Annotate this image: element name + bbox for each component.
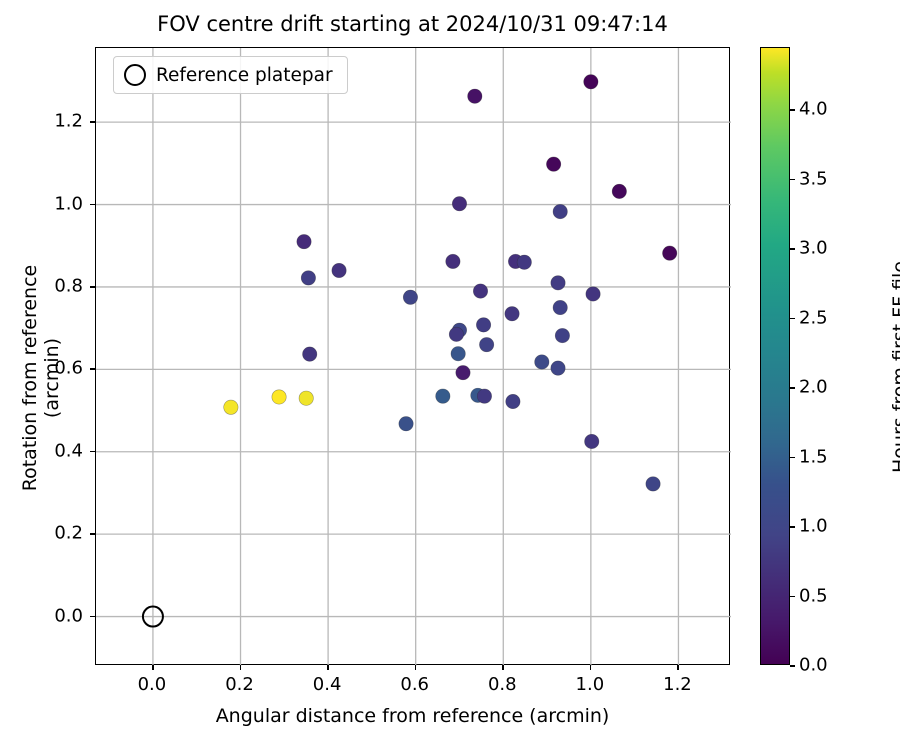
y-tick-mark: [90, 121, 95, 123]
plot-area: Reference platepar: [95, 47, 731, 666]
x-tick-label: 0.6: [400, 674, 430, 695]
data-point: [302, 346, 318, 362]
y-tick-mark: [90, 615, 95, 618]
y-tick-mark: [90, 533, 95, 535]
x-tick-label: 1.2: [663, 674, 692, 695]
y-tick-mark: [90, 203, 95, 206]
data-point: [516, 254, 532, 270]
colorbar-tick-label: 1.5: [799, 446, 828, 468]
y-tick-mark: [90, 368, 95, 370]
colorbar-tick-label: 3.0: [799, 237, 828, 259]
colorbar-tick-label: 2.5: [799, 307, 828, 329]
x-tick-label: 1.0: [575, 674, 605, 695]
data-point: [271, 389, 287, 405]
data-point: [398, 416, 414, 432]
data-point: [331, 262, 347, 278]
data-point: [505, 393, 521, 409]
colorbar-tick-label: 4.0: [799, 98, 828, 120]
data-point: [662, 245, 678, 261]
colorbar-tick-mark: [790, 317, 795, 320]
page-title: FOV centre drift starting at 2024/10/31 …: [157, 12, 668, 36]
y-axis-label: Rotation from reference (arcmin): [19, 264, 63, 492]
colorbar-tick-label: 3.5: [799, 168, 828, 190]
y-tick-label: 0.8: [54, 275, 83, 297]
colorbar-label: Hours from first FF file: [889, 261, 900, 473]
y-tick-label: 0.2: [54, 522, 83, 544]
data-point: [552, 204, 568, 220]
colorbar-tick-label: 0.5: [799, 585, 828, 607]
x-tick-label: 0.8: [487, 674, 517, 695]
colorbar-tick-label: 2.0: [799, 376, 828, 398]
scatter-points: [141, 74, 678, 628]
data-point: [550, 275, 566, 291]
data-point: [296, 234, 312, 250]
gridlines: [96, 48, 731, 666]
data-point: [554, 328, 570, 344]
x-tick-mark: [327, 665, 329, 670]
x-tick-mark: [414, 665, 417, 670]
colorbar-tick-mark: [790, 526, 795, 528]
x-tick-mark: [502, 665, 504, 670]
y-tick-mark: [90, 450, 95, 453]
x-tick-mark: [151, 665, 154, 670]
colorbar-tick-mark: [790, 456, 795, 459]
colorbar-tick-label: 1.0: [799, 515, 828, 537]
data-point: [645, 476, 661, 492]
data-point: [550, 360, 566, 376]
data-point: [611, 183, 627, 199]
data-point: [223, 399, 239, 415]
data-point: [450, 346, 466, 362]
colorbar-tick-mark: [790, 178, 795, 181]
data-point: [479, 337, 495, 353]
legend-marker-icon: [124, 64, 146, 86]
x-tick-mark: [589, 665, 592, 670]
reference-platepar-marker: [141, 605, 164, 628]
y-tick-label: 0.4: [54, 440, 83, 462]
y-tick-label: 0.0: [54, 605, 83, 627]
data-point: [584, 433, 600, 449]
x-tick-mark: [677, 665, 680, 670]
data-point: [300, 270, 316, 286]
data-point: [451, 196, 467, 212]
legend[interactable]: Reference platepar: [113, 56, 348, 94]
x-tick-mark: [239, 665, 242, 670]
data-point: [448, 326, 464, 342]
legend-label: Reference platepar: [156, 64, 333, 86]
data-point: [534, 354, 550, 370]
y-tick-mark: [90, 285, 95, 288]
y-tick-label: 1.2: [54, 110, 83, 132]
colorbar: [760, 47, 790, 665]
colorbar-tick-label: 0.0: [799, 654, 828, 676]
data-point: [476, 317, 492, 333]
data-point: [546, 156, 562, 172]
colorbar-tick-mark: [790, 665, 795, 667]
colorbar-tick-mark: [790, 387, 795, 389]
y-tick-label: 0.6: [54, 357, 83, 379]
data-point: [445, 253, 461, 269]
x-tick-label: 0.4: [312, 674, 342, 695]
data-point: [298, 390, 314, 406]
data-point: [455, 365, 471, 381]
data-point: [585, 286, 601, 302]
data-point: [476, 388, 492, 404]
x-tick-label: 0.0: [137, 674, 167, 695]
data-point: [552, 300, 568, 316]
data-point: [435, 388, 451, 404]
x-axis-label: Angular distance from reference (arcmin): [215, 705, 610, 727]
data-point: [473, 283, 489, 299]
y-tick-label: 1.0: [54, 193, 83, 215]
colorbar-tick-mark: [790, 109, 795, 111]
data-point: [402, 289, 418, 305]
data-point: [583, 74, 599, 90]
data-point: [504, 306, 520, 322]
colorbar-tick-mark: [790, 248, 795, 250]
colorbar-tick-mark: [790, 595, 795, 598]
data-point: [467, 88, 483, 104]
x-tick-label: 0.2: [225, 674, 254, 695]
